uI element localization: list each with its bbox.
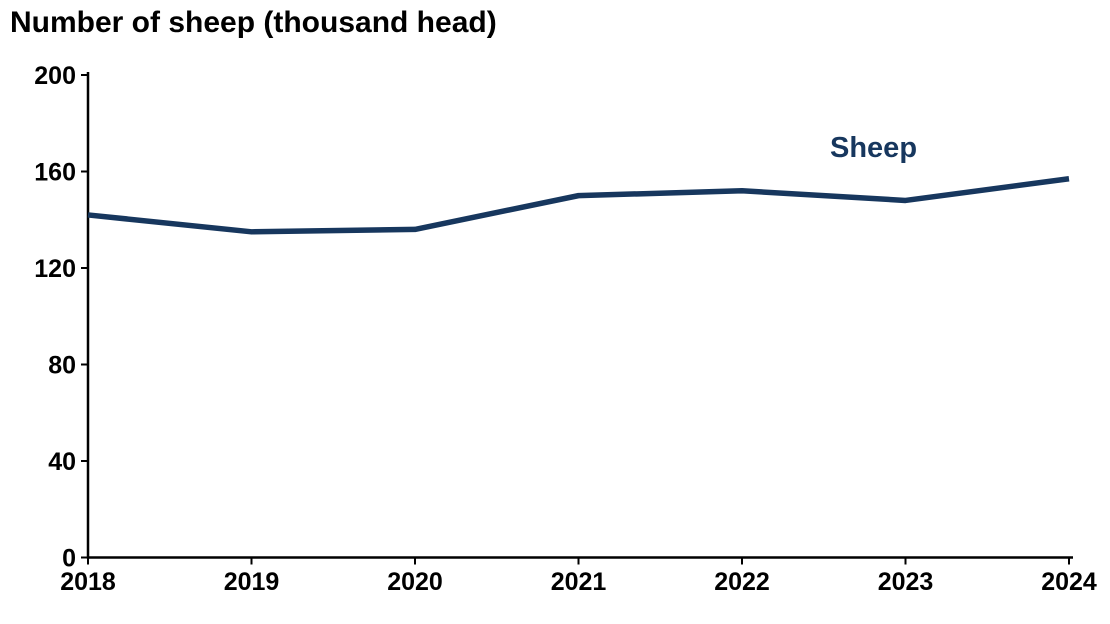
x-tick-label-2024: 2024 — [1041, 568, 1097, 596]
y-tick-label-120: 120 — [34, 255, 76, 283]
x-tick-label-2023: 2023 — [878, 568, 934, 596]
y-tick-label-0: 0 — [62, 545, 76, 573]
series-label-sheep: Sheep — [830, 132, 918, 164]
x-tick-label-2021: 2021 — [551, 568, 607, 596]
y-tick-label-80: 80 — [48, 352, 76, 380]
y-tick-label-160: 160 — [34, 159, 76, 187]
x-tick-label-2019: 2019 — [224, 568, 280, 596]
x-tick-label-2022: 2022 — [714, 568, 770, 596]
y-tick-label-40: 40 — [48, 448, 76, 476]
y-tick-label-200: 200 — [34, 62, 76, 90]
chart-title: Number of sheep (thousand head) — [10, 6, 497, 39]
x-tick-label-2020: 2020 — [387, 568, 443, 596]
x-tick-label-2018: 2018 — [60, 568, 116, 596]
series-line-sheep — [87, 176, 1070, 235]
